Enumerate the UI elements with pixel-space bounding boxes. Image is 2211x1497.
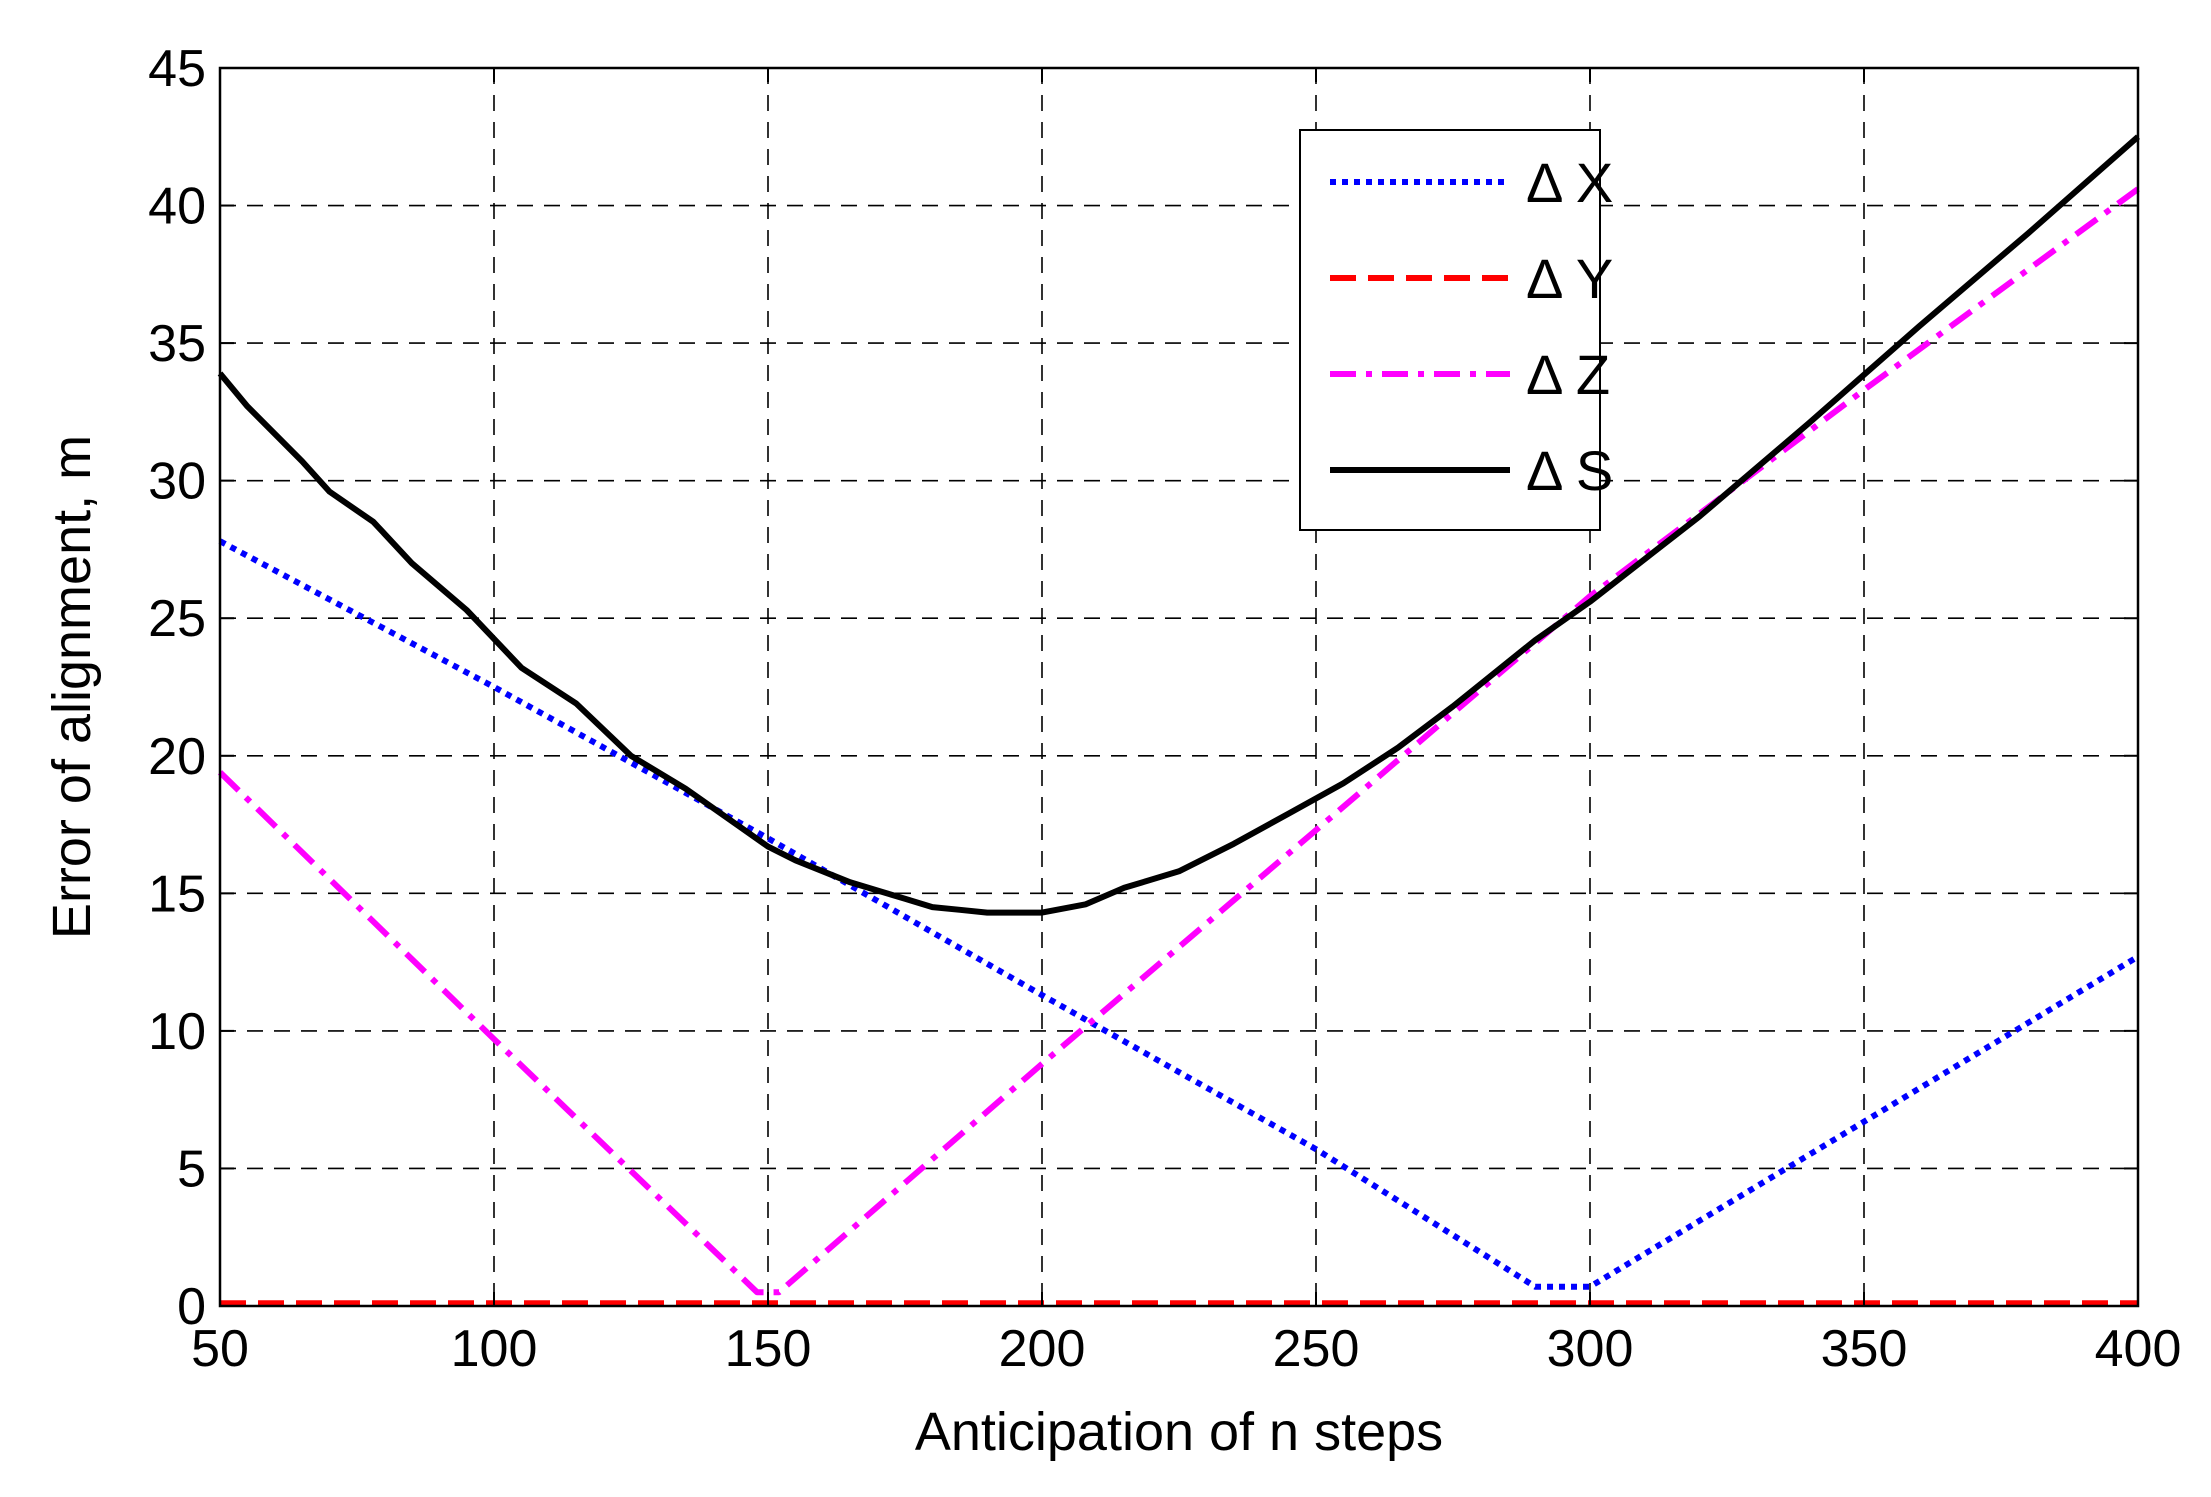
y-tick-label: 35 bbox=[148, 315, 206, 373]
legend-label-delta-y: Δ Y bbox=[1526, 247, 1613, 310]
y-tick-label: 40 bbox=[148, 178, 206, 236]
plot-frame bbox=[218, 66, 2140, 1308]
x-tick-label: 200 bbox=[999, 1320, 1086, 1378]
x-tick-label: 400 bbox=[2095, 1320, 2182, 1378]
x-tick-label: 350 bbox=[1821, 1320, 1908, 1378]
plot-background bbox=[220, 68, 2138, 1306]
grid-lines bbox=[220, 68, 2138, 1306]
y-axis-title: Error of alignment, m bbox=[42, 435, 102, 939]
x-tick-label: 300 bbox=[1547, 1320, 1634, 1378]
legend-label-delta-s: Δ S bbox=[1526, 439, 1613, 502]
x-tick-label: 250 bbox=[1273, 1320, 1360, 1378]
y-tick-label: 15 bbox=[148, 865, 206, 923]
x-axis-title: Anticipation of n steps bbox=[915, 1402, 1443, 1462]
legend-label-delta-x: Δ X bbox=[1526, 151, 1613, 214]
y-tick-label: 10 bbox=[148, 1003, 206, 1061]
y-tick-label: 20 bbox=[148, 728, 206, 786]
data-series bbox=[217, 134, 2140, 1307]
series-line-delta-z bbox=[217, 186, 2140, 1296]
y-tick-label: 0 bbox=[177, 1278, 206, 1336]
y-tick-label: 45 bbox=[148, 40, 206, 98]
legend-box bbox=[1299, 129, 1601, 531]
y-tick-label: 5 bbox=[177, 1140, 206, 1198]
y-tick-label: 30 bbox=[148, 453, 206, 511]
legend-label-delta-z: Δ Z bbox=[1526, 343, 1610, 406]
series-line-delta-x bbox=[218, 538, 2140, 1290]
axis-ticks: 50 100 150 200 250 300 350 400 0 5 10 15 20 25 30 35 40 4… bbox=[148, 40, 2181, 1378]
x-tick-label: 50 bbox=[191, 1320, 249, 1378]
y-tick-label: 25 bbox=[148, 590, 206, 648]
x-tick-label: 100 bbox=[451, 1320, 538, 1378]
legend: Δ X Δ Y Δ Z Δ S bbox=[1299, 129, 1613, 531]
series-line-delta-s bbox=[217, 134, 2140, 916]
x-tick-label: 150 bbox=[725, 1320, 812, 1378]
